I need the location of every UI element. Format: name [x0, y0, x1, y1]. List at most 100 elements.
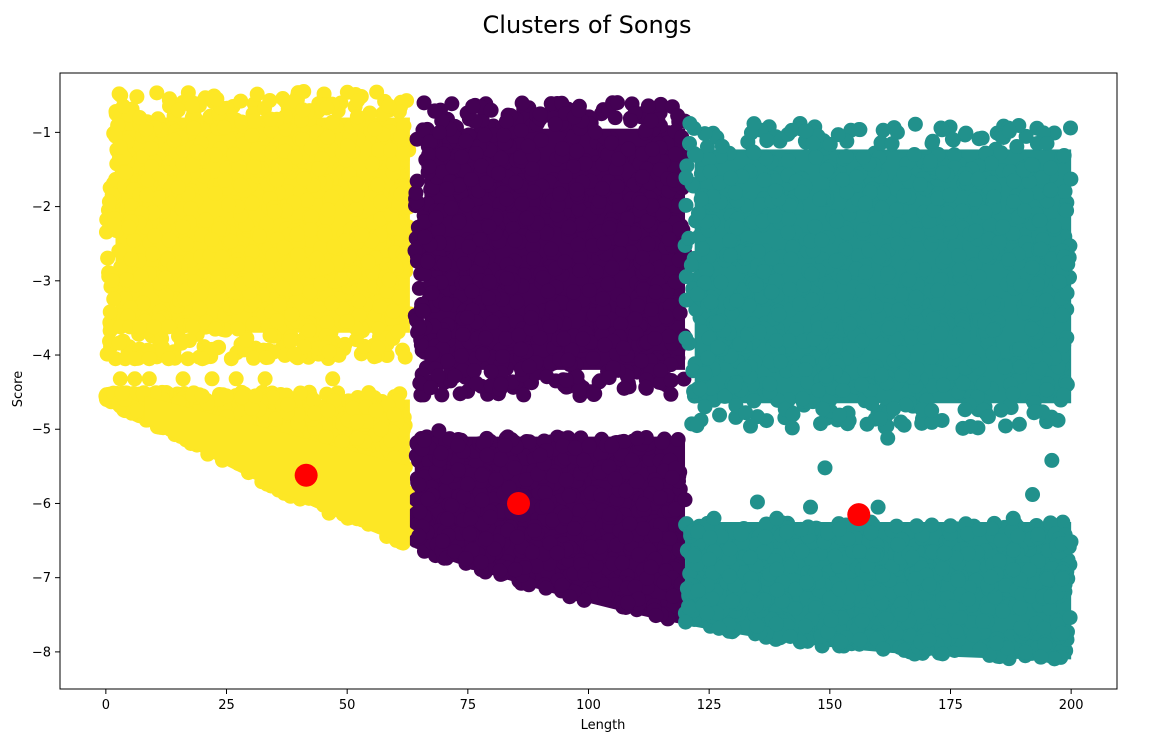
data-point [849, 169, 865, 185]
data-point [652, 489, 668, 505]
data-point [944, 599, 960, 615]
data-point [671, 252, 687, 268]
data-point [972, 642, 988, 658]
data-point [966, 627, 982, 643]
data-point [290, 247, 306, 263]
data-point [607, 110, 623, 126]
data-point [955, 328, 971, 344]
data-point [853, 377, 869, 393]
data-point [507, 562, 523, 578]
data-point [1056, 387, 1072, 403]
data-point [812, 191, 828, 207]
data-point [647, 528, 663, 544]
data-point [386, 220, 402, 236]
data-point [946, 344, 962, 360]
data-point [371, 142, 387, 158]
data-point [318, 429, 334, 445]
data-point [102, 304, 118, 320]
data-point [217, 172, 233, 188]
data-point [572, 249, 588, 265]
data-point [545, 300, 561, 316]
data-point [1063, 171, 1079, 187]
data-point [891, 302, 907, 318]
data-point [264, 144, 280, 160]
data-point [658, 309, 674, 325]
data-point [233, 93, 249, 109]
data-point [993, 145, 1009, 161]
data-point [615, 340, 631, 356]
data-point [119, 272, 135, 288]
data-point [670, 108, 686, 124]
data-point [768, 333, 784, 349]
data-point [907, 116, 923, 132]
data-point [681, 600, 697, 616]
data-point [341, 249, 357, 265]
data-point [797, 618, 813, 634]
data-point [451, 177, 467, 193]
data-point [923, 349, 939, 365]
data-point [833, 634, 849, 650]
data-point [543, 96, 559, 112]
data-point [797, 362, 813, 378]
data-point [147, 228, 163, 244]
data-point [488, 472, 504, 488]
data-point [867, 210, 883, 226]
data-point [784, 420, 800, 436]
data-point [505, 221, 521, 237]
data-point [179, 236, 195, 252]
data-point [604, 438, 620, 454]
data-point [481, 290, 497, 306]
data-point [1043, 160, 1059, 176]
data-point [379, 283, 395, 299]
data-point [479, 447, 495, 463]
data-point [161, 351, 177, 367]
data-point [482, 509, 498, 525]
data-point [591, 193, 607, 209]
data-point [317, 227, 333, 243]
data-point [1005, 562, 1021, 578]
data-point [895, 345, 911, 361]
data-point [831, 521, 847, 537]
data-point [521, 358, 537, 374]
data-point [190, 144, 206, 160]
data-point [880, 266, 896, 282]
data-point [183, 201, 199, 217]
data-point [995, 219, 1011, 235]
data-point [263, 111, 279, 127]
data-point [858, 264, 874, 280]
data-point [930, 295, 946, 311]
data-point [935, 646, 951, 662]
data-point [934, 561, 950, 577]
data-point [557, 169, 573, 185]
data-point [513, 149, 529, 165]
data-point [601, 220, 617, 236]
data-point [557, 508, 573, 524]
data-point [498, 331, 514, 347]
centroid-point [507, 491, 531, 515]
data-point [623, 113, 639, 129]
data-point [666, 172, 682, 188]
data-point [383, 207, 399, 223]
data-point [473, 158, 489, 174]
data-point [468, 376, 484, 392]
data-point [324, 295, 340, 311]
data-point [112, 139, 128, 155]
data-point [184, 98, 200, 114]
data-point [539, 369, 555, 385]
data-point [231, 158, 247, 174]
data-point [276, 239, 292, 255]
data-point [513, 122, 529, 138]
data-point [807, 219, 823, 235]
data-point [743, 418, 759, 434]
data-point [793, 521, 809, 537]
x-axis-label: Length [581, 718, 626, 733]
data-point [422, 134, 438, 150]
data-point [1054, 571, 1070, 587]
data-point [560, 352, 576, 368]
data-point [835, 172, 851, 188]
data-point [127, 351, 143, 367]
data-point [434, 387, 450, 403]
data-point [492, 563, 508, 579]
data-point [450, 437, 466, 453]
data-point [921, 577, 937, 593]
